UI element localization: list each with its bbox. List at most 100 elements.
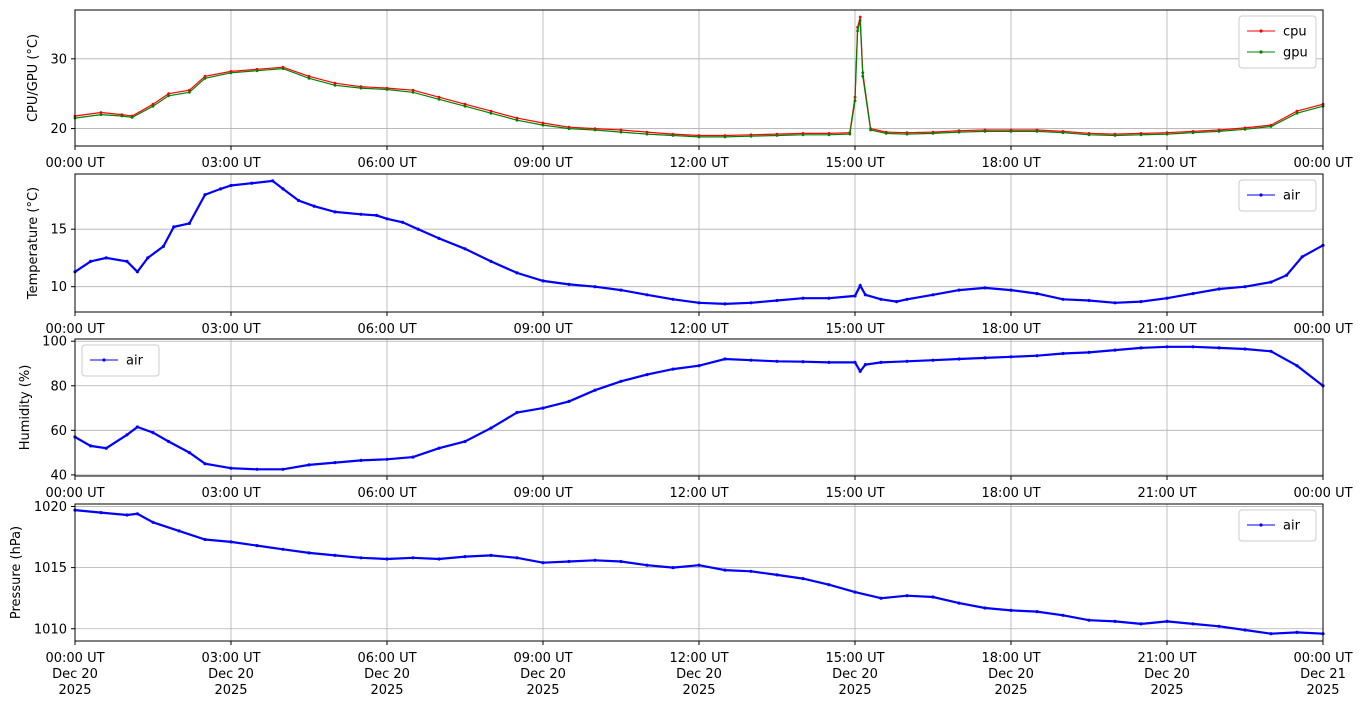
x-tick-label: 21:00 UT	[1137, 156, 1196, 171]
x-tick-label: 12:00 UT	[669, 322, 728, 337]
data-point	[879, 596, 883, 600]
data-point	[671, 367, 675, 371]
data-point	[645, 373, 649, 377]
data-point	[151, 431, 155, 435]
x-tick-label: 12:00 UT	[669, 156, 728, 171]
data-point	[463, 247, 467, 251]
data-point	[1087, 350, 1091, 354]
data-point	[801, 577, 805, 581]
legend: air	[1238, 179, 1317, 212]
series-line	[74, 509, 1324, 635]
y-tick-label: 10	[50, 280, 67, 295]
x-tick-label: 18:00 UT	[981, 322, 1040, 337]
data-point	[312, 204, 316, 208]
data-point	[697, 135, 701, 139]
x-tick-label: 03:00 UT	[201, 651, 260, 666]
data-point	[1191, 131, 1195, 135]
data-point	[515, 271, 519, 275]
data-point	[567, 399, 571, 403]
data-point	[229, 183, 233, 188]
data-point	[385, 557, 389, 561]
data-point	[749, 358, 753, 362]
data-point	[858, 15, 862, 19]
legend-label: cpu	[1283, 25, 1307, 40]
data-point	[619, 288, 623, 292]
data-point	[671, 134, 675, 137]
data-point	[437, 95, 441, 99]
data-point	[463, 439, 467, 444]
data-point	[905, 132, 909, 136]
data-point	[541, 406, 545, 410]
y-tick-label: 40	[50, 468, 67, 483]
data-point	[229, 540, 233, 544]
data-point	[1087, 618, 1091, 622]
data-point	[411, 455, 415, 459]
series-air	[73, 508, 1325, 636]
x-tick-date: Dec 20	[520, 667, 566, 682]
data-point	[130, 116, 134, 119]
data-point	[775, 573, 779, 577]
data-point	[931, 293, 935, 297]
data-point	[723, 135, 727, 139]
data-point	[1243, 127, 1247, 131]
x-tick-label: 21:00 UT	[1137, 486, 1196, 501]
data-point	[619, 559, 623, 564]
data-point	[135, 425, 139, 429]
data-point	[1191, 345, 1195, 349]
x-tick-year: 2025	[682, 683, 715, 698]
data-point	[172, 225, 176, 229]
data-point	[271, 179, 275, 183]
data-point	[489, 426, 493, 430]
x-tick-label: 21:00 UT	[1137, 322, 1196, 337]
x-tick-label: 00:00 UT	[1293, 322, 1352, 337]
x-tick-date: Dec 20	[1144, 667, 1190, 682]
y-tick-label: 30	[50, 52, 67, 67]
data-point	[671, 566, 675, 570]
data-point	[853, 99, 857, 103]
data-point	[905, 297, 909, 301]
data-point	[645, 132, 649, 136]
data-point	[1217, 130, 1221, 133]
data-point	[775, 134, 779, 137]
data-point	[861, 74, 865, 78]
data-point	[1191, 292, 1195, 296]
data-point	[619, 128, 623, 132]
legend: cpu gpu	[1238, 15, 1317, 69]
x-tick-label: 03:00 UT	[201, 322, 260, 337]
data-point	[1269, 125, 1273, 128]
data-point	[1269, 632, 1273, 636]
data-point	[1035, 354, 1039, 358]
data-point	[983, 130, 987, 133]
data-point	[1061, 297, 1065, 301]
data-point	[416, 227, 420, 231]
x-tick-label: 06:00 UT	[357, 156, 416, 171]
data-point	[177, 529, 181, 533]
x-tick-label: 09:00 UT	[513, 651, 572, 666]
data-point	[187, 451, 191, 455]
data-point	[187, 221, 191, 225]
data-point	[593, 128, 597, 132]
y-tick-label: 1020	[34, 500, 67, 515]
legend-marker	[102, 358, 106, 362]
legend-box	[1238, 15, 1317, 69]
legend-box	[1238, 179, 1317, 212]
data-point	[619, 379, 623, 383]
data-point	[1165, 132, 1169, 136]
data-point	[359, 458, 363, 462]
data-point	[1113, 348, 1117, 352]
panel-1: 20 30 00:00 UT 03:00 UT 06:00 UT 09:00 UT 12:0…	[26, 9, 1353, 171]
data-point	[99, 113, 103, 116]
data-point	[463, 104, 467, 108]
data-point	[229, 71, 233, 75]
y-tick-label: 60	[50, 424, 67, 439]
data-point	[333, 81, 337, 85]
data-point	[863, 293, 868, 297]
data-point	[307, 74, 311, 78]
data-point	[219, 187, 223, 191]
x-tick-label: 12:00 UT	[669, 486, 728, 501]
data-point	[167, 94, 171, 98]
data-point	[203, 462, 207, 466]
series-line	[74, 179, 1324, 306]
series-line	[74, 345, 1324, 471]
